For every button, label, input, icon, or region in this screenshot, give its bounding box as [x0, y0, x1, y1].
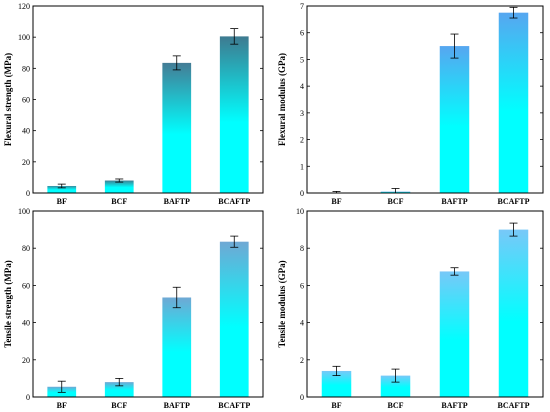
- bar-bcaftp: [219, 241, 249, 397]
- y-tick-label: 40: [22, 127, 30, 136]
- y-tick-label: 20: [22, 356, 30, 365]
- y-tick-label: 0: [26, 393, 30, 402]
- y-tick-label: 0: [26, 189, 30, 198]
- y-tick-label: 40: [22, 319, 30, 328]
- y-tick-label: 5: [300, 55, 304, 64]
- x-category-label: BAFTP: [164, 197, 190, 206]
- bar-bcaftp: [498, 12, 529, 193]
- x-category-label: BAFTP: [441, 401, 467, 410]
- bar-baftp: [162, 297, 192, 397]
- x-category-label: BF: [57, 197, 67, 206]
- bar-baftp: [439, 271, 470, 397]
- plot-frame: [306, 5, 544, 194]
- y-tick-label: 7: [300, 2, 304, 11]
- plot-frame: [32, 5, 264, 194]
- x-category-label: BCF: [388, 401, 404, 410]
- chart-panel-3: 0 20 40 60 80 100 BF BCF BAFTP BCAFTP Tensile stre…: [3, 207, 264, 410]
- bar-bcf: [104, 180, 134, 193]
- bar-bcf: [104, 382, 134, 397]
- x-category-label: BCF: [111, 401, 127, 410]
- x-category-label: BCAFTP: [498, 401, 530, 410]
- y-tick-label: 4: [300, 319, 304, 328]
- chart-panel-1: 0 20 40 60 80 100 120 BF BCF BAFTP BCAFTP Flexural …: [3, 2, 264, 206]
- y-tick-label: 6: [300, 29, 304, 38]
- y-tick-label: 0: [300, 393, 304, 402]
- y-tick-label: 2: [300, 356, 304, 365]
- chart-panel-2: 0 1 2 3 4 5 6 7 BF BCF BAFTP BCAFTP Flexural modulus…: [277, 2, 544, 206]
- y-tick-label: 8: [300, 244, 304, 253]
- bar-bcaftp: [219, 36, 249, 194]
- y-tick-label: 3: [300, 109, 304, 118]
- y-tick-label: 0: [300, 189, 304, 198]
- x-category-label: BF: [331, 401, 341, 410]
- bar-bcaftp: [498, 229, 529, 397]
- x-category-label: BCF: [111, 197, 127, 206]
- x-category-label: BAFTP: [441, 197, 467, 206]
- y-tick-label: 2: [300, 136, 304, 145]
- x-category-label: BAFTP: [164, 401, 190, 410]
- y-tick-label: 60: [22, 281, 30, 290]
- y-tick-label: 6: [300, 281, 304, 290]
- plot-frame: [32, 210, 264, 398]
- bar-bf: [47, 185, 77, 193]
- y-tick-label: 80: [22, 244, 30, 253]
- x-category-label: BF: [57, 401, 67, 410]
- chart-panel-4: 0 2 4 6 8 10 BF BCF BAFTP BCAFTP Tensile modulus (…: [277, 207, 544, 410]
- x-category-label: BCAFTP: [218, 197, 250, 206]
- y-axis-label: Tensile strength (MPa): [3, 260, 13, 348]
- x-category-label: BCF: [388, 197, 404, 206]
- y-tick-label: 80: [22, 64, 30, 73]
- y-axis-label: Tensile modulus (GPa): [277, 260, 287, 347]
- y-tick-label: 60: [22, 96, 30, 105]
- y-tick-label: 4: [300, 82, 304, 91]
- y-tick-label: 100: [18, 207, 30, 216]
- x-category-label: BF: [331, 197, 341, 206]
- plot-frame: [306, 210, 544, 398]
- x-category-label: BCAFTP: [498, 197, 530, 206]
- y-tick-label: 10: [296, 207, 304, 216]
- y-tick-label: 1: [300, 162, 304, 171]
- bar-baftp: [162, 62, 192, 193]
- y-tick-label: 120: [18, 2, 30, 11]
- y-tick-label: 20: [22, 158, 30, 167]
- y-axis-label: Flexural strength (MPa): [3, 53, 13, 146]
- y-axis-label: Flexural modulus (GPa): [277, 53, 287, 146]
- y-tick-label: 100: [18, 33, 30, 42]
- x-category-label: BCAFTP: [218, 401, 250, 410]
- bar-bcf: [380, 375, 411, 397]
- bar-baftp: [439, 46, 470, 194]
